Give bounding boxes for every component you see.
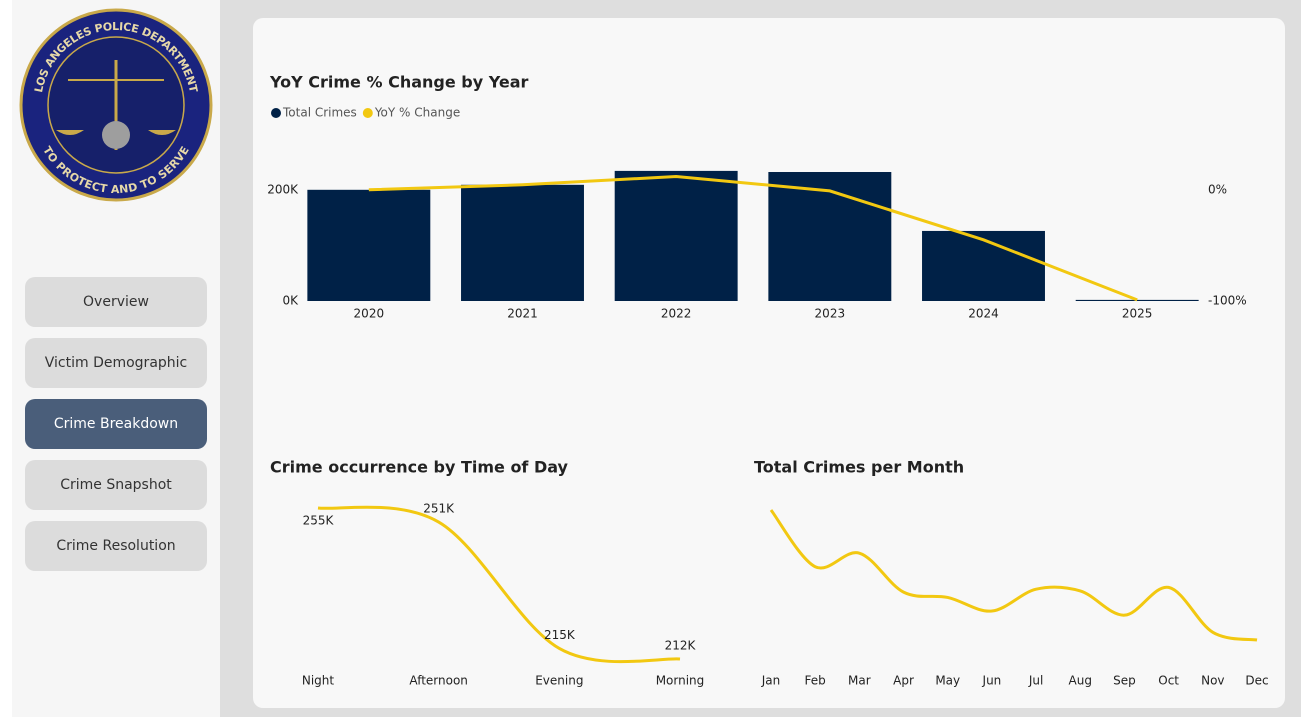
- logo-seal: [102, 121, 130, 149]
- x-tick-label: Night: [302, 674, 335, 688]
- x-tick-label: 2025: [1122, 307, 1153, 321]
- x-tick-label: Sep: [1113, 674, 1136, 688]
- x-tick-label: Aug: [1069, 674, 1092, 688]
- x-tick-label: 2021: [507, 307, 538, 321]
- legend-marker: [362, 108, 373, 118]
- nav-button-label[interactable]: Crime Resolution: [56, 538, 175, 554]
- nav-button-bg[interactable]: [25, 460, 207, 510]
- bar: [307, 189, 431, 301]
- x-tick-label: Morning: [656, 674, 705, 688]
- y-tick-label: 0K: [282, 294, 299, 308]
- y2-tick-label: 0%: [1208, 182, 1227, 196]
- logo: LOS ANGELES POLICE DEPARTMENT TO PROTECT…: [19, 8, 213, 202]
- legend-marker: [271, 108, 281, 118]
- x-tick-label: Oct: [1158, 674, 1179, 688]
- y-tick-label: 200K: [267, 182, 299, 196]
- y2-tick-label: -100%: [1208, 294, 1247, 308]
- edge: [0, 0, 12, 717]
- x-tick-label: Dec: [1245, 674, 1268, 688]
- logo-scale: [56, 130, 176, 135]
- nav-button[interactable]: Overview: [25, 277, 207, 327]
- line: [769, 509, 1258, 642]
- navigation: Overview Victim Demographic Crime Breakdow…: [25, 277, 207, 571]
- data-label: 215K: [544, 628, 576, 642]
- line: [368, 174, 1138, 302]
- charts: YoY Crime % Change by Year 0K 200K 0% -100% 2…: [267, 73, 1268, 688]
- nav-button-bg[interactable]: [25, 277, 207, 327]
- main-card: [253, 18, 1285, 708]
- bar: [768, 172, 892, 301]
- x-tick-label: Afternoon: [409, 674, 468, 688]
- nav-button[interactable]: Crime Snapshot: [25, 460, 207, 510]
- x-tick-label: Evening: [535, 674, 583, 688]
- nav-button[interactable]: Crime Breakdown: [25, 399, 207, 449]
- nav-button-label[interactable]: Victim Demographic: [45, 355, 188, 371]
- nav-button-bg[interactable]: [25, 521, 207, 571]
- data-label: 212K: [665, 639, 697, 653]
- x-tick-label: 2024: [968, 307, 999, 321]
- chart-title: YoY Crime % Change by Year: [269, 73, 528, 92]
- chart-title: Crime occurrence by Time of Day: [270, 458, 569, 477]
- nav-button[interactable]: Crime Resolution: [25, 521, 207, 571]
- x-tick-label: Apr: [893, 674, 914, 688]
- chart-title: Total Crimes per Month: [754, 458, 964, 477]
- x-tick-label: 2022: [661, 307, 692, 321]
- bar: [461, 184, 584, 301]
- x-tick-label: Jul: [1028, 674, 1043, 688]
- legend-label: Total Crimes: [282, 106, 357, 120]
- legend-label: YoY % Change: [374, 106, 460, 120]
- nav-button-bg[interactable]: [25, 338, 207, 388]
- x-tick-label: 2023: [815, 307, 846, 321]
- data-label: 251K: [423, 502, 455, 516]
- x-tick-label: Mar: [848, 674, 871, 688]
- bar: [614, 170, 738, 301]
- x-tick-label: May: [935, 674, 960, 688]
- nav-button-label[interactable]: Crime Snapshot: [60, 477, 172, 493]
- x-tick-label: Jun: [982, 674, 1002, 688]
- data-label: 255K: [303, 514, 335, 528]
- x-tick-label: 2020: [354, 307, 385, 321]
- bar: [922, 230, 1045, 301]
- x-tick-label: Feb: [805, 674, 826, 688]
- line: [317, 505, 681, 664]
- nav-button[interactable]: Victim Demographic: [25, 338, 207, 388]
- x-tick-label: Nov: [1201, 674, 1224, 688]
- bar: [1075, 299, 1199, 301]
- nav-button-label[interactable]: Crime Breakdown: [54, 416, 178, 432]
- nav-button-label[interactable]: Overview: [83, 294, 149, 310]
- x-tick-label: Jan: [761, 674, 781, 688]
- nav-button-bg[interactable]: [25, 399, 207, 449]
